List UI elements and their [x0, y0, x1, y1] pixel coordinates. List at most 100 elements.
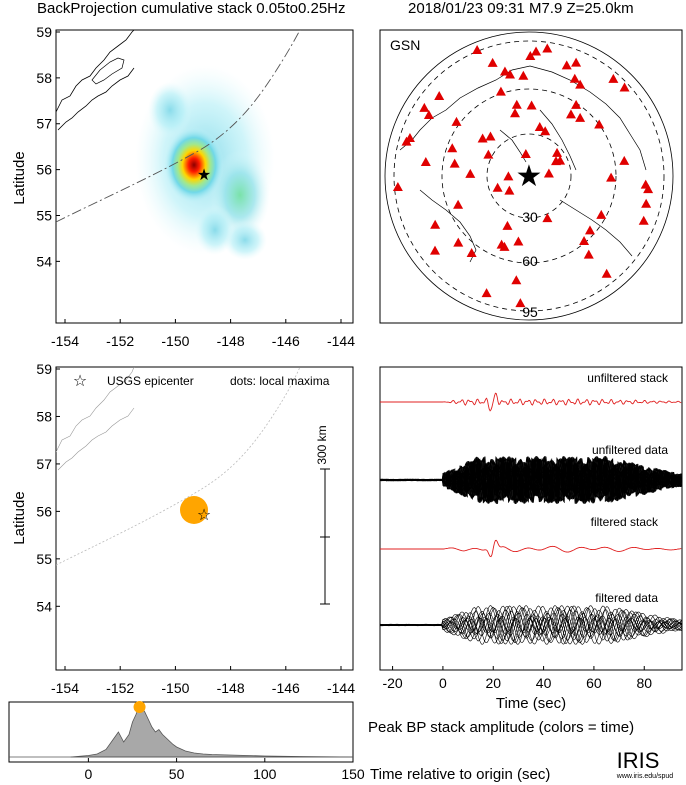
station-marker — [619, 155, 630, 165]
station-marker — [565, 109, 576, 119]
energy-lobe-southwest — [195, 205, 235, 255]
network-label: GSN — [390, 37, 420, 53]
local-maxima-map: ☆ ☆ USGS epicenter dots: local maxima 30… — [11, 361, 355, 696]
station-marker — [513, 236, 524, 246]
station-marker — [510, 108, 521, 118]
station-marker — [596, 209, 607, 219]
top-map-ytick-label: 58 — [36, 70, 52, 86]
bottom-map-ytick-label: 57 — [36, 456, 52, 472]
station-marker — [608, 73, 619, 83]
top-map-xtick-label: -152 — [106, 333, 134, 349]
station-marker — [430, 245, 441, 255]
map-frame-bottom — [55, 366, 354, 671]
trace-xtick-label: 20 — [485, 675, 501, 691]
station-marker — [420, 156, 431, 166]
station-marker — [472, 44, 483, 54]
top-map-xtick-label: -144 — [327, 333, 355, 349]
energy-peak — [164, 127, 224, 203]
trace-xtick-label: -20 — [382, 675, 402, 691]
globe-frame — [379, 29, 683, 324]
trace-xtick-label: 80 — [636, 675, 652, 691]
station-marker — [584, 225, 595, 235]
trace-frame — [379, 366, 683, 671]
station-marker — [583, 249, 594, 259]
logo-url: www.iris.edu/spud — [616, 773, 674, 780]
label-unfiltered-data: unfiltered data — [592, 443, 668, 457]
epicenter-star-outline: ☆ — [197, 507, 211, 524]
top-map-ytick-label: 57 — [36, 116, 52, 132]
bottom-map-xtick-label: -154 — [51, 680, 79, 696]
ring-label-30: 30 — [522, 209, 538, 225]
station-marker — [466, 247, 477, 257]
label-filtered-data: filtered data — [595, 591, 658, 605]
timeline-frame — [8, 701, 354, 763]
station-marker — [575, 112, 586, 122]
station-marker — [511, 275, 522, 285]
data-trace — [379, 456, 683, 504]
bottom-map-ytick-label: 58 — [36, 408, 52, 424]
timeline-xtick-label: 100 — [253, 766, 277, 782]
station-marker — [423, 109, 434, 119]
waveform-panel: unfiltered stack unfiltered data filtere… — [379, 366, 683, 712]
top-map-xtick-label: -154 — [51, 333, 79, 349]
label-unfiltered-stack: unfiltered stack — [587, 371, 669, 385]
station-marker — [601, 268, 612, 278]
station-marker — [542, 43, 553, 53]
station-marker — [449, 158, 460, 168]
station-marker — [571, 57, 582, 67]
bottom-map-xtick-label: -150 — [161, 680, 189, 696]
iris-logo: IRIS www.iris.edu/spud — [616, 748, 674, 780]
station-marker — [638, 215, 649, 225]
station-marker — [643, 184, 654, 194]
data-trace — [379, 605, 683, 645]
station-marker — [569, 73, 580, 83]
station-marker — [520, 148, 531, 158]
legend-dots: dots: local maxima — [230, 374, 330, 388]
coastline — [56, 30, 135, 131]
station-marker — [542, 213, 553, 223]
bottom-map-ytick-label: 55 — [36, 551, 52, 567]
station-marker — [503, 171, 514, 181]
trace-xlabel: Time (sec) — [496, 695, 566, 712]
filtered-data-traces — [379, 605, 683, 645]
station-marker — [594, 119, 605, 129]
timeline-xtick-label: 150 — [341, 766, 365, 782]
local-maximum-dot — [180, 496, 208, 524]
station-marker — [401, 136, 412, 146]
station-marker — [505, 69, 516, 79]
trace-xtick-label: 0 — [439, 675, 447, 691]
energy-lobe-north — [148, 82, 192, 138]
station-marker — [511, 99, 522, 109]
island — [91, 57, 125, 85]
top-map-ytick-label: 55 — [36, 207, 52, 223]
station-marker — [419, 102, 430, 112]
unfiltered-data-traces — [379, 455, 683, 505]
station-marker — [619, 82, 630, 92]
top-map-xtick-label: -146 — [272, 333, 300, 349]
top-map-ytick-label: 54 — [36, 253, 52, 269]
station-marker — [430, 219, 441, 229]
coastline-bottom — [56, 367, 135, 471]
plate-boundary — [56, 30, 301, 223]
label-filtered-stack: filtered stack — [591, 515, 659, 529]
timeline-peak-dot — [133, 701, 146, 713]
left-title: BackProjection cumulative stack 0.05to0.… — [37, 0, 346, 17]
station-marker — [518, 70, 529, 80]
top-map-ytick-label: 56 — [36, 162, 52, 178]
station-marker — [447, 143, 458, 153]
data-trace — [379, 456, 683, 504]
station-marker — [485, 131, 496, 141]
station-marker — [543, 168, 554, 178]
bottom-map-xtick-label: -146 — [272, 680, 300, 696]
station-marker — [502, 220, 513, 230]
station-marker — [561, 60, 572, 70]
bottom-map-xtick-label: -148 — [217, 680, 245, 696]
backprojection-map: ★ Latitude -154 -152 -150 -148 -146 -144 59 58 5… — [11, 24, 355, 349]
station-marker — [641, 198, 652, 208]
epicenter-star: ★ — [197, 167, 211, 184]
station-marker — [540, 126, 551, 136]
station-marker — [453, 199, 464, 209]
plate-boundary-bottom — [56, 367, 301, 566]
station-marker — [495, 86, 506, 96]
